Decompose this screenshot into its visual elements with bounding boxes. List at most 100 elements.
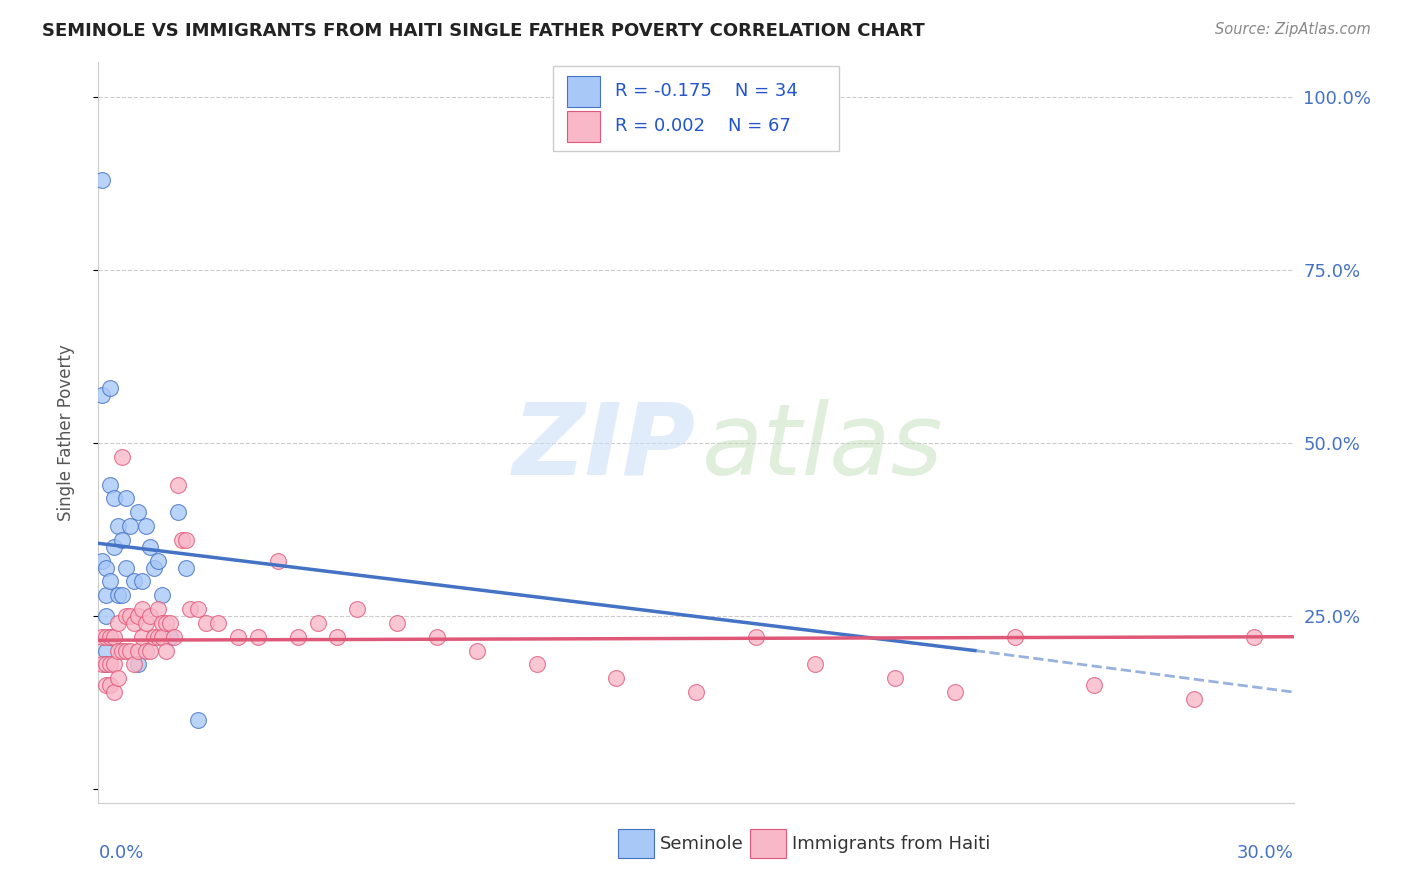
Point bbox=[346, 602, 368, 616]
Bar bbox=[619, 829, 654, 858]
Point bbox=[98, 657, 122, 672]
Point bbox=[111, 643, 134, 657]
Point bbox=[131, 630, 153, 644]
Point bbox=[91, 657, 114, 672]
Point bbox=[150, 630, 173, 644]
Point bbox=[135, 519, 157, 533]
Text: ZIP: ZIP bbox=[513, 399, 696, 496]
Point bbox=[1004, 630, 1026, 644]
Point bbox=[163, 630, 186, 644]
Point bbox=[103, 657, 125, 672]
Point bbox=[111, 450, 134, 464]
Point bbox=[120, 643, 142, 657]
Point bbox=[107, 643, 129, 657]
Text: R = 0.002    N = 67: R = 0.002 N = 67 bbox=[614, 117, 790, 135]
Text: Seminole: Seminole bbox=[661, 835, 744, 853]
Point bbox=[150, 588, 173, 602]
Point bbox=[96, 657, 118, 672]
Point bbox=[98, 477, 122, 491]
Point bbox=[91, 173, 114, 187]
Bar bbox=[567, 112, 600, 143]
Point bbox=[111, 588, 134, 602]
Point bbox=[605, 671, 627, 685]
Point bbox=[124, 657, 146, 672]
Point bbox=[174, 560, 197, 574]
Point bbox=[96, 588, 118, 602]
Point bbox=[139, 609, 162, 624]
Point bbox=[96, 643, 118, 657]
Point bbox=[1083, 678, 1105, 692]
Point bbox=[115, 491, 138, 506]
Point bbox=[120, 609, 142, 624]
Point bbox=[139, 540, 162, 554]
Point bbox=[167, 505, 190, 519]
Point bbox=[159, 615, 181, 630]
Point bbox=[107, 519, 129, 533]
Point bbox=[526, 657, 548, 672]
Point bbox=[155, 643, 177, 657]
Text: Source: ZipAtlas.com: Source: ZipAtlas.com bbox=[1215, 22, 1371, 37]
Point bbox=[124, 615, 146, 630]
Point bbox=[326, 630, 349, 644]
Point bbox=[103, 491, 125, 506]
Point bbox=[115, 609, 138, 624]
Point bbox=[172, 533, 194, 547]
Point bbox=[120, 519, 142, 533]
Point bbox=[98, 630, 122, 644]
Point bbox=[127, 609, 149, 624]
Point bbox=[135, 615, 157, 630]
Point bbox=[107, 615, 129, 630]
Point bbox=[187, 713, 209, 727]
Point bbox=[91, 387, 114, 401]
Point bbox=[115, 643, 138, 657]
Point bbox=[426, 630, 449, 644]
FancyBboxPatch shape bbox=[553, 66, 839, 152]
Point bbox=[143, 560, 166, 574]
Point bbox=[804, 657, 827, 672]
Text: Immigrants from Haiti: Immigrants from Haiti bbox=[792, 835, 990, 853]
Text: 30.0%: 30.0% bbox=[1237, 844, 1294, 862]
Point bbox=[884, 671, 907, 685]
Point bbox=[143, 630, 166, 644]
Text: R = -0.175    N = 34: R = -0.175 N = 34 bbox=[614, 81, 797, 100]
Point bbox=[127, 643, 149, 657]
Point bbox=[139, 643, 162, 657]
Point bbox=[107, 588, 129, 602]
Y-axis label: Single Father Poverty: Single Father Poverty bbox=[56, 344, 75, 521]
Point bbox=[159, 630, 181, 644]
Point bbox=[745, 630, 768, 644]
Text: atlas: atlas bbox=[702, 399, 943, 496]
Point bbox=[135, 643, 157, 657]
Point bbox=[98, 574, 122, 589]
Point bbox=[167, 477, 190, 491]
Bar bbox=[567, 76, 600, 107]
Point bbox=[107, 671, 129, 685]
Point bbox=[267, 554, 290, 568]
Point bbox=[148, 630, 170, 644]
Point bbox=[103, 540, 125, 554]
Point bbox=[131, 574, 153, 589]
Point bbox=[124, 574, 146, 589]
Point bbox=[943, 685, 966, 699]
Point bbox=[207, 615, 229, 630]
Text: 0.0%: 0.0% bbox=[98, 844, 143, 862]
Point bbox=[96, 560, 118, 574]
Point bbox=[465, 643, 488, 657]
Point bbox=[685, 685, 707, 699]
Point bbox=[131, 602, 153, 616]
Point bbox=[98, 678, 122, 692]
Point bbox=[174, 533, 197, 547]
Point bbox=[179, 602, 201, 616]
Point bbox=[96, 630, 118, 644]
Point bbox=[150, 615, 173, 630]
Bar bbox=[749, 829, 786, 858]
Point bbox=[246, 630, 269, 644]
Point bbox=[103, 630, 125, 644]
Point bbox=[287, 630, 309, 644]
Point bbox=[96, 609, 118, 624]
Text: SEMINOLE VS IMMIGRANTS FROM HAITI SINGLE FATHER POVERTY CORRELATION CHART: SEMINOLE VS IMMIGRANTS FROM HAITI SINGLE… bbox=[42, 22, 925, 40]
Point bbox=[98, 381, 122, 395]
Point bbox=[187, 602, 209, 616]
Point bbox=[98, 630, 122, 644]
Point bbox=[96, 678, 118, 692]
